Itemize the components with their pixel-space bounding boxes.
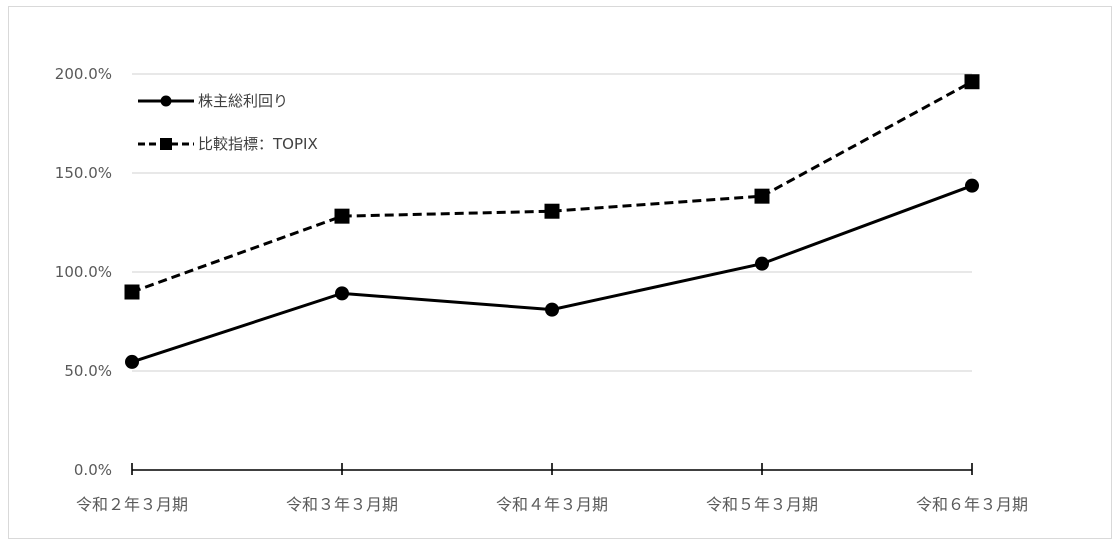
y-tick-label: 100.0%: [55, 263, 112, 281]
x-tick-label: 令和６年３月期: [916, 495, 1028, 514]
data-point: [755, 256, 769, 271]
x-tick-label: 令和４年３月期: [496, 495, 608, 514]
data-point: [125, 354, 139, 369]
y-tick-label: 0.0%: [74, 461, 112, 479]
data-point: [965, 178, 979, 193]
data-point: [754, 188, 770, 204]
y-tick-label: 50.0%: [64, 362, 112, 380]
x-tick-label: 令和２年３月期: [76, 495, 188, 514]
series-line: [131, 80, 973, 294]
legend-item-2: 比較指標：TOPIX: [138, 135, 318, 153]
y-tick-label: 150.0%: [55, 164, 112, 182]
series-1: [125, 178, 979, 369]
legend-label: 比較指標：TOPIX: [198, 135, 318, 153]
y-tick-label: 200.0%: [55, 65, 112, 83]
x-tick-label: 令和５年３月期: [706, 495, 818, 514]
data-point: [545, 302, 559, 317]
x-axis: [131, 463, 973, 475]
data-point: [124, 284, 140, 300]
gridlines: [132, 73, 972, 372]
data-point: [964, 74, 980, 90]
x-tick-label: 令和３年３月期: [286, 495, 398, 514]
series-2: [124, 74, 980, 300]
series-lines: [124, 74, 980, 369]
legend-marker: [160, 95, 172, 107]
data-point: [334, 208, 350, 224]
legend-label: 株主総利回り: [198, 92, 288, 110]
legend-item-1: 株主総利回り: [138, 92, 288, 110]
data-point: [335, 286, 349, 301]
x-axis-tick-labels: 令和２年３月期 令和３年３月期 令和４年３月期 令和５年３月期 令和６年３月期: [76, 495, 1028, 514]
data-point: [544, 203, 560, 219]
y-axis-tick-labels: 0.0% 50.0% 100.0% 150.0% 200.0%: [55, 65, 112, 479]
legend-marker: [160, 138, 172, 150]
